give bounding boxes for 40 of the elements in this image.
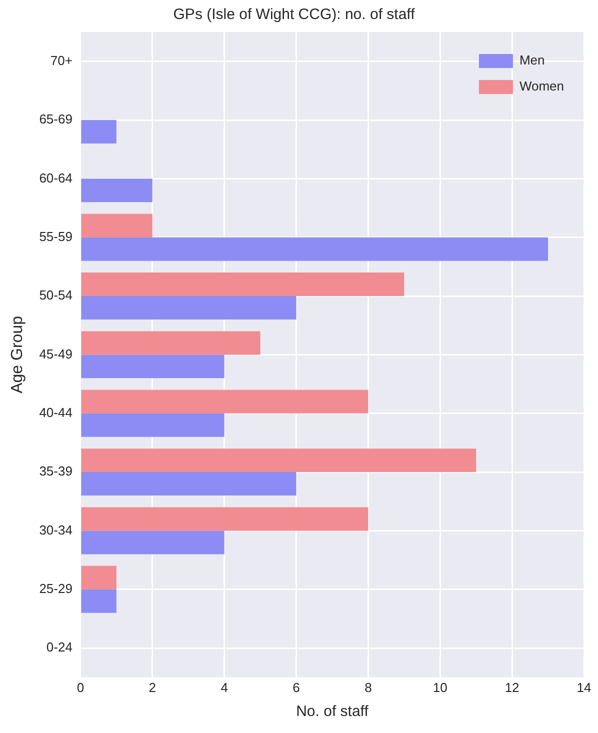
x-tick-label: 10 (432, 680, 448, 695)
y-tick-label: 40-44 (39, 404, 72, 420)
bar (81, 530, 224, 554)
bar (81, 120, 116, 144)
x-tick-label: 4 (220, 680, 228, 695)
y-tick-label: 55-59 (39, 228, 72, 244)
x-tick-label: 14 (576, 680, 592, 695)
legend-label: Women (519, 78, 564, 94)
bar (81, 331, 260, 355)
bar (81, 566, 116, 590)
y-tick-label: 25-29 (39, 580, 72, 596)
bar (81, 178, 152, 202)
bar (81, 472, 296, 496)
y-tick-label: 45-49 (39, 346, 72, 362)
legend-label: Men (519, 52, 545, 68)
bar (81, 237, 548, 261)
bar (81, 272, 404, 296)
x-axis-title: No. of staff (296, 703, 370, 720)
bar (81, 296, 296, 320)
bar (81, 390, 368, 414)
y-tick-label: 35-39 (39, 464, 72, 479)
bar (81, 448, 476, 472)
x-tick-label: 2 (148, 680, 156, 695)
bar (81, 589, 116, 613)
bar (81, 507, 368, 531)
y-tick-label: 65-69 (39, 112, 72, 127)
chart-title: GPs (Isle of Wight CCG): no. of staff (173, 6, 416, 24)
x-tick-label: 12 (504, 680, 520, 695)
y-tick-label: 50-54 (39, 288, 72, 303)
bar (81, 214, 152, 238)
y-tick-label: 0-24 (46, 640, 72, 655)
y-tick-label: 70+ (50, 52, 72, 68)
y-tick-label: 60-64 (39, 170, 72, 186)
bar (81, 354, 224, 378)
x-tick-label: 6 (292, 680, 300, 695)
y-axis-title: Age Group (9, 316, 26, 394)
x-tick-label: 8 (364, 680, 372, 695)
y-tick-label: 30-34 (39, 522, 72, 538)
x-tick-label: 0 (76, 680, 84, 695)
bar (81, 413, 224, 437)
